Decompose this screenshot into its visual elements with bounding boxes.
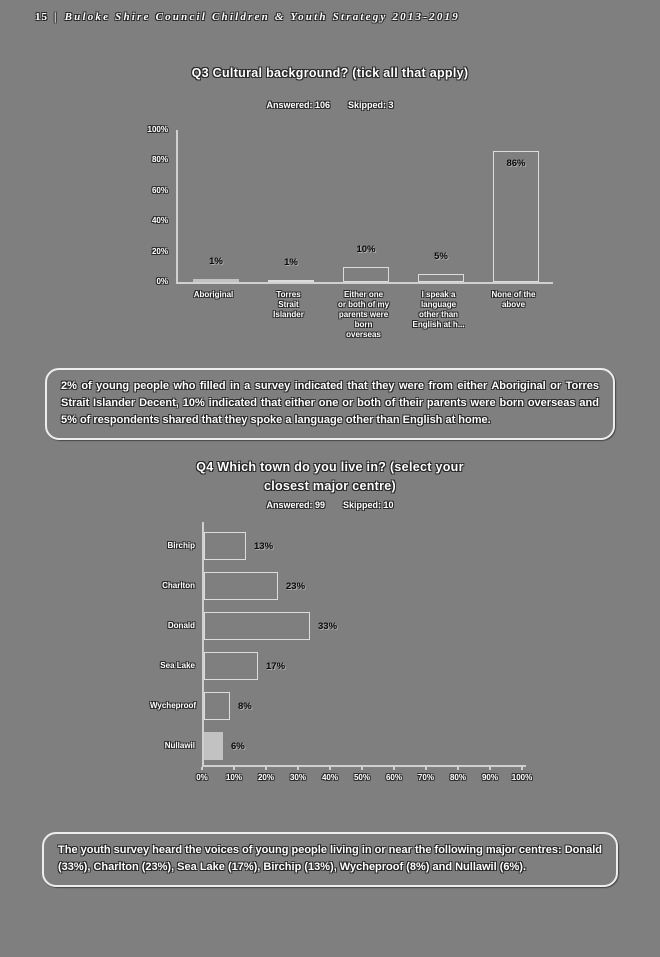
- bar-value-label: 86%: [506, 158, 526, 169]
- y-axis-label: 100%: [147, 125, 168, 134]
- category-label: Wycheproof: [150, 701, 197, 710]
- q4-skipped-count: Skipped: 10: [343, 500, 394, 510]
- y-axis-label: 40%: [151, 216, 168, 226]
- page-number: 15: [35, 11, 48, 23]
- x-axis-label: 90%: [481, 773, 498, 782]
- x-axis-label: 30%: [289, 773, 306, 782]
- document-title: Buloke Shire Council Children & Youth St…: [64, 11, 460, 23]
- q4-title-line2: closest major centre): [263, 478, 397, 493]
- bar-value-label: 5%: [434, 251, 448, 262]
- category-label: Birchip: [167, 541, 195, 550]
- bar: [204, 692, 230, 720]
- bar-value-label: 8%: [238, 701, 252, 712]
- plot-area: [202, 522, 526, 767]
- category-label: Charlton: [162, 581, 195, 590]
- header-separator: |: [54, 11, 59, 23]
- page-header: 15 | Buloke Shire Council Children & Youth…: [35, 11, 460, 23]
- bar: [204, 732, 223, 760]
- q3-question-title: Q3 Cultural background? (tick all that a…: [191, 66, 469, 80]
- bar-value-label: 1%: [284, 257, 298, 268]
- tick-mark: [489, 767, 491, 770]
- x-axis-label: 40%: [321, 773, 338, 782]
- x-axis-label: 100%: [511, 773, 533, 782]
- category-label: None of the above: [491, 290, 536, 309]
- bar: [204, 532, 246, 560]
- bar: [418, 274, 464, 282]
- tick-mark: [297, 767, 299, 770]
- x-axis-label: 10%: [225, 773, 242, 782]
- y-axis-label: 0%: [156, 277, 168, 286]
- tick-mark: [361, 767, 363, 770]
- x-axis-label: 20%: [257, 773, 274, 782]
- bar-value-label: 33%: [318, 621, 338, 632]
- q3-answered-count: Answered: 106: [266, 100, 330, 110]
- bar: [204, 612, 310, 640]
- plot-area: 1% 1% 10% 5% 86%: [176, 130, 553, 284]
- category-label: Nullawil: [164, 741, 195, 750]
- category-label: Torres Strait Islander: [273, 290, 304, 319]
- bar: [204, 652, 258, 680]
- bar-value-label: 23%: [286, 581, 306, 592]
- q3-skipped-count: Skipped: 3: [348, 100, 394, 110]
- q3-summary-text: 2% of young people who filled in a surve…: [61, 380, 599, 427]
- y-axis-label: 20%: [151, 246, 168, 256]
- category-label: I speak a language other than English at…: [412, 290, 465, 329]
- y-axis-label: 80%: [151, 155, 168, 165]
- bar: [268, 280, 314, 282]
- x-axis-label: 60%: [385, 773, 402, 782]
- bar: [343, 267, 389, 282]
- category-label: Either one or both of my parents were bo…: [337, 290, 390, 339]
- q4-response-stats: Answered: 99 Skipped: 10: [0, 500, 660, 510]
- category-label: Donald: [167, 621, 195, 630]
- tick-mark: [457, 767, 459, 770]
- bar: [493, 151, 539, 282]
- y-axis-label: 60%: [151, 185, 168, 195]
- x-axis-label: 0%: [196, 773, 208, 782]
- bar: [204, 572, 278, 600]
- tick-mark: [201, 767, 203, 770]
- x-axis-label: 50%: [353, 773, 370, 782]
- x-axis-label: 70%: [417, 773, 434, 782]
- bar: [193, 279, 239, 282]
- tick-mark: [425, 767, 427, 770]
- bar-value-label: 10%: [356, 244, 376, 255]
- q4-title-line1: Q4 Which town do you live in? (select yo…: [196, 460, 464, 474]
- tick-mark: [329, 767, 331, 770]
- tick-mark: [521, 767, 523, 770]
- q4-summary-text: The youth survey heard the voices of you…: [58, 844, 602, 874]
- q4-summary-callout: The youth survey heard the voices of you…: [42, 832, 618, 888]
- category-label: Aboriginal: [193, 290, 234, 299]
- bar-value-label: 6%: [231, 741, 245, 752]
- q4-question-title: Q4 Which town do you live in? (select yo…: [0, 458, 660, 496]
- tick-mark: [393, 767, 395, 770]
- q4-bar-chart: 13% Birchip 23% Charlton 33% Donald 17% Sea Lak…: [150, 522, 590, 790]
- q4-answered-count: Answered: 99: [266, 500, 325, 510]
- category-label: Sea Lake: [160, 661, 195, 670]
- bar-value-label: 13%: [254, 541, 274, 552]
- tick-mark: [265, 767, 267, 770]
- q3-response-stats: Answered: 106 Skipped: 3: [0, 100, 660, 110]
- x-axis-label: 80%: [449, 773, 466, 782]
- tick-mark: [233, 767, 235, 770]
- q3-bar-chart: 1% 1% 10% 5% 86% 100% 80% 60% 40% 20% 0% Aboriginal…: [140, 122, 570, 358]
- q3-summary-callout: 2% of young people who filled in a surve…: [45, 368, 615, 441]
- bar-value-label: 1%: [209, 256, 223, 267]
- bar-value-label: 17%: [266, 661, 286, 672]
